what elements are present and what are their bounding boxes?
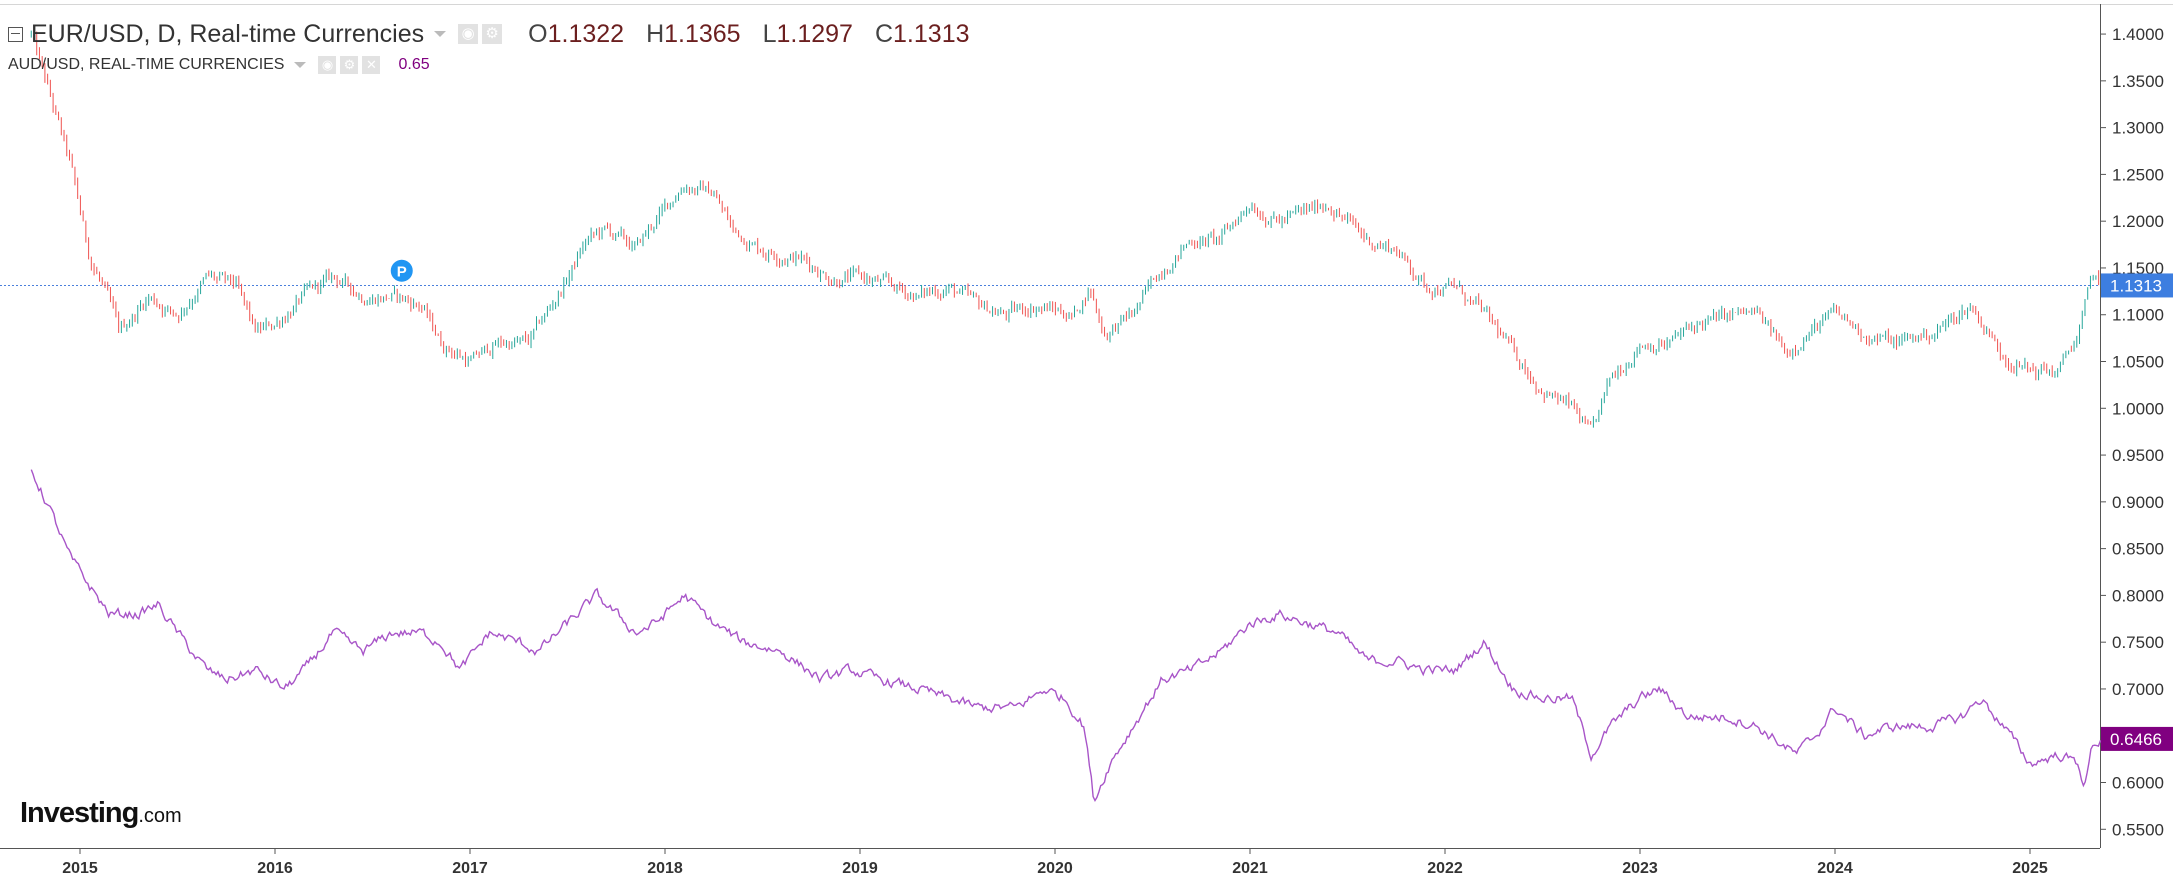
open-label: O	[528, 19, 548, 48]
event-marker[interactable]	[390, 259, 413, 282]
marker-layer: P	[390, 259, 413, 282]
x-tick-label: 2025	[2012, 860, 2048, 877]
y-tick-label: 1.1000	[2112, 306, 2164, 325]
audusd-last-value-badge-label: 0.6466	[2110, 730, 2162, 749]
y-tick-label: 1.2500	[2112, 165, 2164, 184]
y-tick-label: 0.9000	[2112, 493, 2164, 512]
collapse-icon[interactable]	[8, 26, 23, 42]
y-tick-label: 0.8500	[2112, 540, 2164, 559]
investing-logo: Investing.com	[20, 797, 182, 830]
x-tick-label: 2017	[452, 860, 488, 877]
chevron-down-icon[interactable]	[434, 31, 447, 37]
chevron-down-icon[interactable]	[294, 62, 307, 68]
y-tick-label: 1.3500	[2112, 72, 2164, 91]
audusd-line-layer	[30, 469, 2105, 802]
eurusd-last-value-badge	[2101, 273, 2173, 298]
low-label: L	[762, 19, 777, 48]
y-tick-label: 1.0500	[2112, 353, 2164, 372]
eurusd-last-value-badge-label: 1.1313	[2110, 276, 2162, 295]
overlay-series-value: 0.65	[398, 56, 430, 73]
audusd-line	[30, 469, 2105, 802]
event-marker-label: P	[397, 263, 407, 280]
logo-brand: Investing	[20, 797, 139, 829]
y-tick-label: 0.6000	[2112, 774, 2164, 793]
close-label: C	[874, 19, 894, 48]
x-tick-label: 2021	[1232, 860, 1268, 877]
legend-main-series: EUR/USD, D, Real-time Currencies ◉ ⚙ O 1.…	[8, 16, 970, 52]
x-tick-label: 2018	[647, 860, 683, 877]
high-label: H	[646, 19, 665, 48]
y-tick-label: 1.3000	[2112, 119, 2164, 138]
y-tick-label: 1.2000	[2112, 212, 2164, 231]
close-icon[interactable]: ✕	[362, 56, 381, 74]
x-tick-label: 2019	[842, 860, 878, 877]
x-tick-label: 2020	[1037, 860, 1073, 877]
open-value: 1.1322	[547, 19, 625, 48]
gear-icon[interactable]: ⚙	[340, 56, 359, 74]
close-value: 1.1313	[893, 19, 970, 48]
y-tick-label: 1.4000	[2112, 25, 2164, 44]
y-tick-label: 0.7500	[2112, 633, 2164, 652]
y-tick-label: 0.9500	[2112, 446, 2164, 465]
eye-icon[interactable]: ◉	[458, 24, 479, 44]
x-tick-label: 2016	[257, 860, 293, 877]
y-tick-label: 1.1500	[2112, 259, 2164, 278]
y-tick-label: 0.7000	[2112, 680, 2164, 699]
high-value: 1.1365	[664, 19, 741, 48]
y-tick-label: 0.8000	[2112, 586, 2164, 605]
main-series-title[interactable]: EUR/USD, D, Real-time Currencies	[31, 19, 425, 48]
x-axis: 2015 2016 2017 2018 2019 2020 2021 2022 2023 2024…	[62, 848, 2048, 877]
x-tick-label: 2022	[1427, 860, 1463, 877]
x-tick-label: 2024	[1817, 860, 1853, 877]
x-tick-label: 2015	[62, 860, 98, 877]
y-tick-label: 0.5500	[2112, 820, 2164, 839]
x-tick-label: 2023	[1622, 860, 1658, 877]
gear-icon[interactable]: ⚙	[482, 24, 503, 44]
y-tick-label: 1.0000	[2112, 399, 2164, 418]
last-value-badges: 1.1313 0.6466	[2101, 273, 2173, 751]
overlay-series-title[interactable]: AUD/USD, REAL-TIME CURRENCIES	[8, 56, 285, 73]
legend-overlay-series: AUD/USD, REAL-TIME CURRENCIES ◉ ⚙ ✕ 0.65	[8, 52, 430, 78]
eurusd-candles-layer	[30, 28, 2105, 428]
audusd-last-value-badge	[2101, 726, 2173, 751]
logo-suffix: .com	[138, 805, 182, 827]
low-value: 1.1297	[776, 19, 853, 48]
eye-icon[interactable]: ◉	[318, 56, 337, 74]
